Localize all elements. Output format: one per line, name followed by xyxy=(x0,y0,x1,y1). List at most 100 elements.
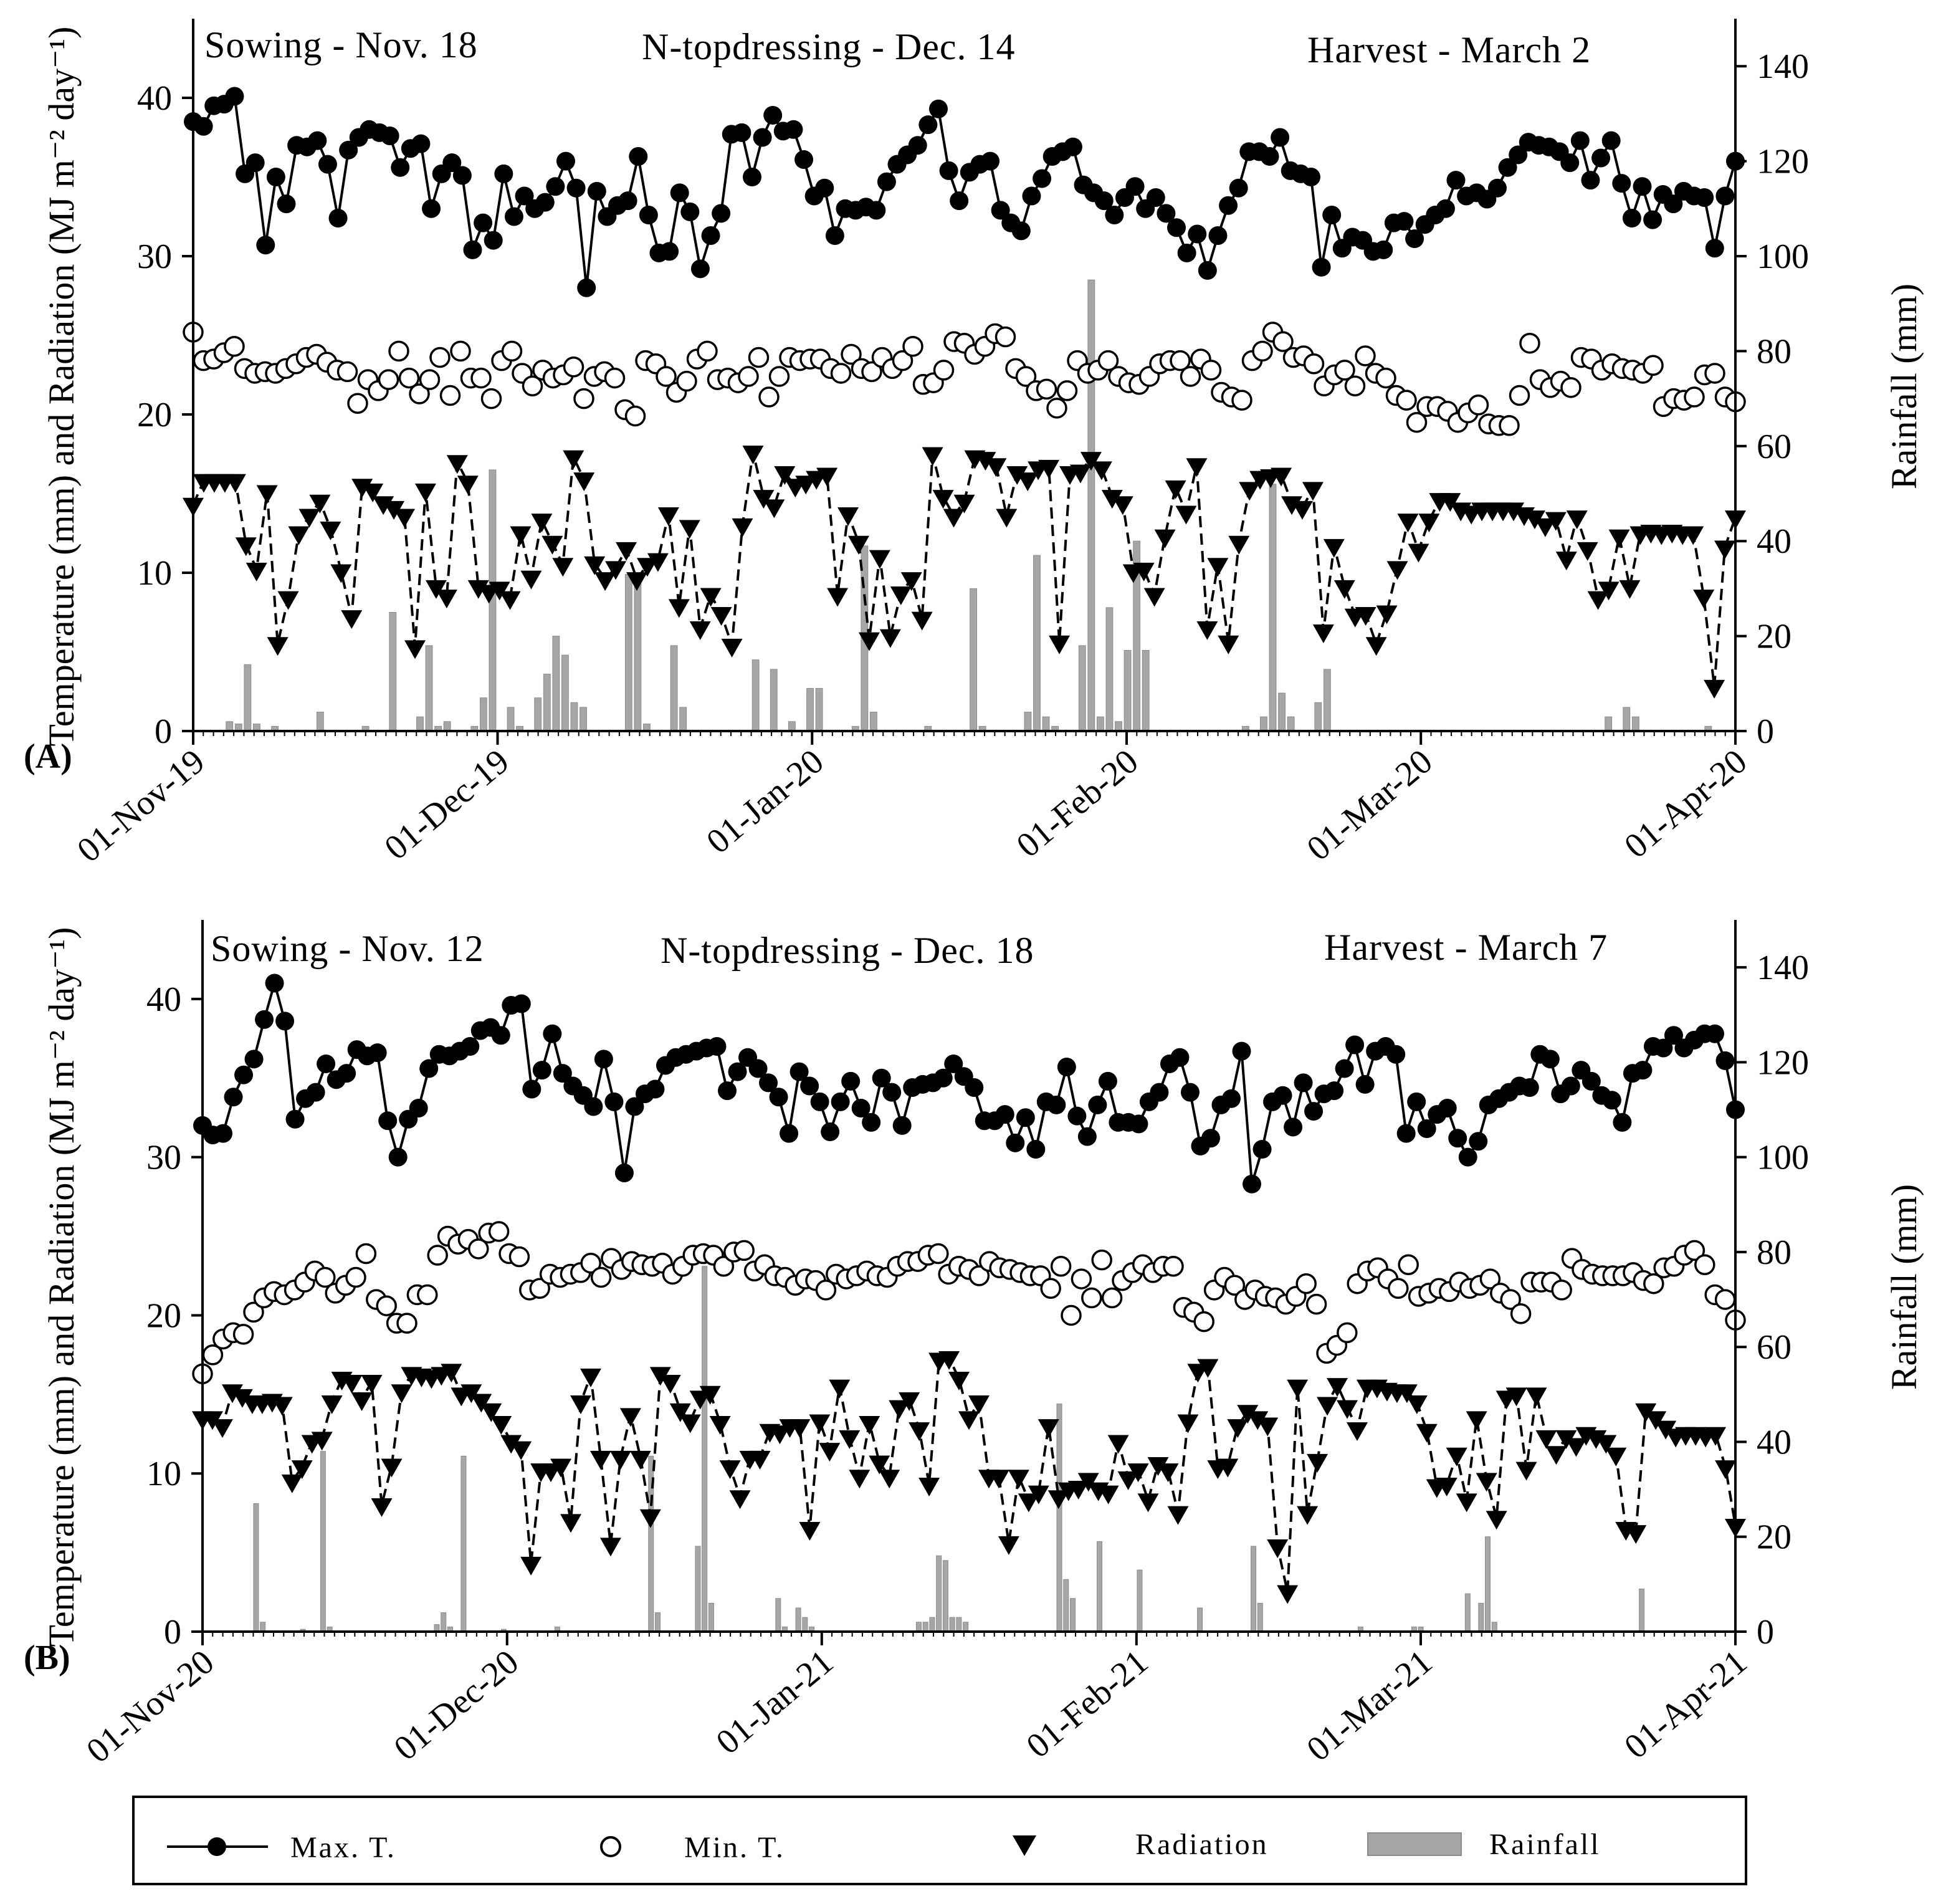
panel-b-radiation-point xyxy=(580,1368,601,1387)
panel-b-min-temp-point xyxy=(1050,1256,1072,1277)
panel-b-max-temp-point xyxy=(718,1081,737,1101)
panel-a-max-temp-point xyxy=(587,181,606,201)
panel-b-max-temp-point xyxy=(1355,1074,1375,1094)
panel-a-radiation-point xyxy=(224,474,246,493)
panel-a-min-temp-point xyxy=(1056,380,1078,401)
panel-a-right-tick-label: 0 xyxy=(1757,712,1774,751)
panel-b-max-temp-point xyxy=(1407,1092,1426,1111)
panel-b-radiation-point xyxy=(1277,1585,1299,1604)
panel-b-radiation-point xyxy=(659,1375,681,1394)
panel-b-max-temp-point xyxy=(1396,1124,1416,1143)
panel-b-max-temp-point xyxy=(862,1112,881,1132)
panel-a-rainfall-bar xyxy=(806,687,814,732)
panel-b-radiation-point xyxy=(1515,1461,1537,1481)
panel-a-radiation-point xyxy=(1154,529,1176,548)
panel-a-max-temp-point xyxy=(1125,177,1145,196)
panel-a-max-temp-point xyxy=(680,202,700,221)
panel-a-min-temp-point xyxy=(748,347,770,368)
panel-a-radiation-point xyxy=(911,611,933,631)
panel-b-rainfall-bar xyxy=(922,1622,928,1632)
panel-a-rainfall-bar xyxy=(1087,279,1095,732)
panel-b-rainfall-bar xyxy=(795,1607,801,1632)
panel-a-min-temp-point xyxy=(388,340,409,362)
panel-a-radiation-point xyxy=(1049,635,1071,654)
panel-b-radiation-point xyxy=(1585,1430,1607,1449)
panel-a-min-temp-point xyxy=(439,385,461,406)
panel-b-max-temp-point xyxy=(522,1079,541,1099)
panel-a-radiation-point xyxy=(847,535,869,555)
panel-a-rainfall-bar xyxy=(679,707,687,732)
panel-b-max-temp-point xyxy=(1273,1086,1292,1105)
panel-b-max-temp-point xyxy=(1077,1127,1097,1146)
panel-a-max-temp-point xyxy=(1094,191,1114,211)
panel-a-right-tick-label: 20 xyxy=(1757,618,1791,656)
panel-b-min-temp-point xyxy=(1388,1278,1409,1299)
panel-a-max-temp-point xyxy=(763,105,783,125)
panel-a-max-temp-markers xyxy=(184,87,1745,297)
panel-a-radiation-point xyxy=(1038,459,1060,479)
panel-a-min-temp-point xyxy=(1334,360,1355,381)
panel-a-max-temp-point xyxy=(1157,204,1176,223)
panel-b-max-temp-point xyxy=(1067,1106,1087,1126)
panel-b-radiation-point xyxy=(669,1403,691,1422)
panel-a-rainfall-bar xyxy=(634,574,642,732)
panel-a-topdressing-label: N-topdressing - Dec. 14 xyxy=(642,26,1016,67)
panel-a-min-temp-point xyxy=(1046,398,1067,419)
panel-a-radiation-point xyxy=(1291,500,1313,520)
panel-b-min-temp-point xyxy=(1040,1278,1061,1299)
panel-b-rainfall-bar xyxy=(949,1617,955,1632)
panel-a-max-temp-point xyxy=(701,226,720,245)
panel-b-radiation-point xyxy=(958,1411,980,1430)
panel-a-max-temp-point xyxy=(712,204,731,223)
panel-a-max-temp-point xyxy=(1322,205,1342,224)
panel-a-max-temp-point xyxy=(1198,261,1217,280)
panel-b-rainfall-bar xyxy=(1056,1404,1062,1632)
panel-a-rainfall-bar xyxy=(1096,716,1104,732)
panel-a-radiation-point xyxy=(1408,543,1429,563)
panel-a-rainfall-bar xyxy=(543,674,551,732)
panel-a-max-temp-point xyxy=(1715,186,1735,206)
panel-b-radiation-point xyxy=(510,1441,532,1460)
panel-a-left-tick-label: 20 xyxy=(137,396,172,434)
panel-b-min-temp-point xyxy=(1081,1287,1102,1309)
panel-a-radiation-point xyxy=(1365,637,1387,656)
panel-a-min-temp-point xyxy=(697,340,718,362)
panel-a-rainfall-bar xyxy=(1042,716,1050,732)
panel-b-min-temp-point xyxy=(1091,1249,1112,1271)
panel-b-max-temp-point xyxy=(1026,1139,1046,1159)
panel-b-min-temp-point xyxy=(1061,1304,1082,1326)
panel-a-min-temp-point xyxy=(656,366,677,387)
panel-b-radiation-point xyxy=(1406,1395,1428,1415)
panel-b-max-temp-point xyxy=(1345,1035,1365,1055)
panel-a-radiation-point xyxy=(1207,558,1229,577)
panel-a-max-temp-point xyxy=(742,168,761,186)
panel-a-max-temp-point xyxy=(753,128,772,147)
panel-a-max-temp-point xyxy=(981,151,1000,171)
panel-a-radiation-point xyxy=(467,580,489,599)
panel-a-min-temp-point xyxy=(1015,366,1037,387)
panel-a-max-temp-point xyxy=(277,194,296,214)
panel-a-radiation-point xyxy=(1682,526,1704,545)
panel-a-rainfall-bar xyxy=(316,712,324,732)
panel-a-radiation-point xyxy=(943,509,965,528)
panel-b-max-temp-point xyxy=(790,1062,809,1081)
panel-b-left-tick-label: 0 xyxy=(164,1613,181,1652)
panel-b-min-temp-point xyxy=(345,1266,366,1288)
panel-b-rainfall-bar xyxy=(1096,1541,1102,1632)
panel-a-rainfall-bar xyxy=(751,659,760,732)
panel-b-rainfall-bar xyxy=(929,1617,935,1632)
panel-a-min-temp-point xyxy=(1170,350,1191,371)
panel-b-radiation-point xyxy=(520,1556,542,1576)
panel-b-max-temp-point xyxy=(872,1068,891,1088)
panel-a-max-temp-point xyxy=(1695,188,1714,208)
panel-a-radiation-point xyxy=(584,556,606,575)
panel-a-max-temp-point xyxy=(1446,171,1466,190)
panel-b-radiation-point xyxy=(799,1522,821,1541)
panel-b-max-temp-point xyxy=(460,1037,480,1056)
panel-b-radiation-point xyxy=(809,1414,831,1433)
panel-a-max-temp-point xyxy=(629,146,648,166)
panel-b-min-temp-point xyxy=(427,1245,448,1266)
panel-b-radiation-point xyxy=(1127,1463,1149,1483)
panel-a-max-temp-point xyxy=(1260,146,1279,166)
panel-b-max-temp-point xyxy=(1150,1083,1169,1102)
